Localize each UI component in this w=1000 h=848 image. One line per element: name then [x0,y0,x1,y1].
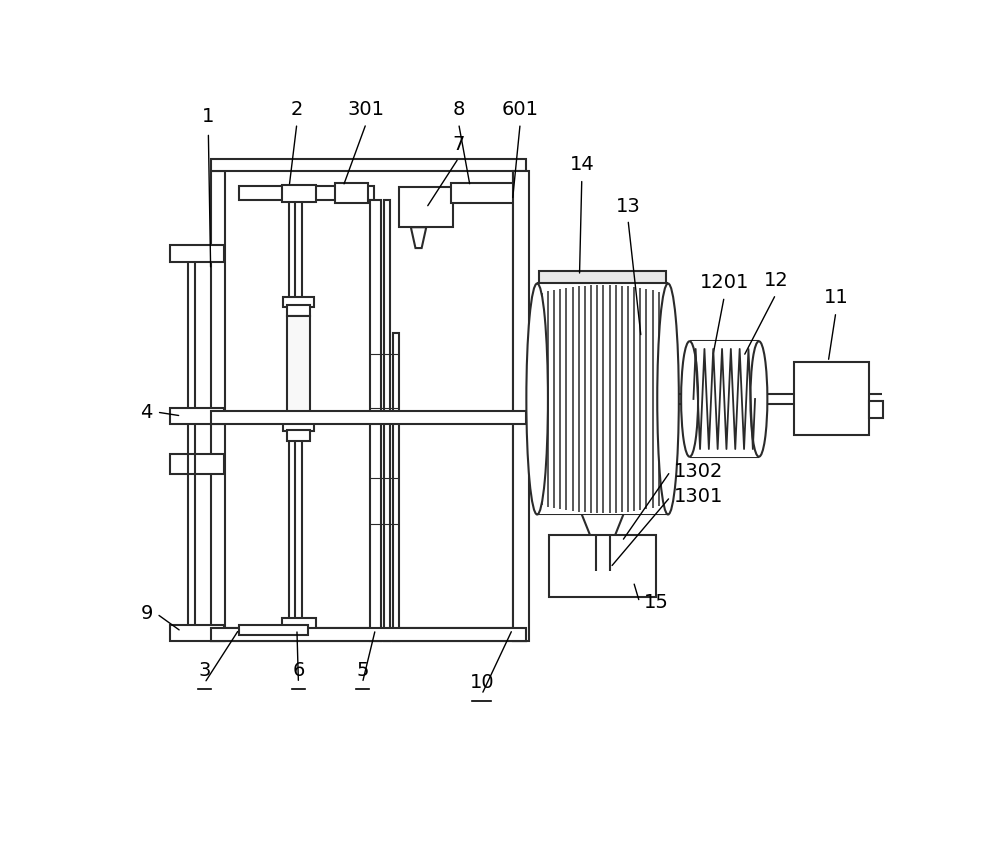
Bar [211,159,526,171]
Bar [170,454,224,474]
Text: 15: 15 [643,593,668,611]
Bar [370,200,381,641]
Bar [393,332,399,641]
Text: 5: 5 [356,661,369,680]
Text: 7: 7 [452,135,465,154]
Bar [549,535,656,597]
Bar [512,171,526,641]
Text: 11: 11 [824,288,848,307]
Bar [451,183,514,204]
Text: 2: 2 [291,100,303,119]
Bar [399,187,453,227]
Bar [283,422,314,432]
Text: 601: 601 [502,100,539,119]
Bar [170,245,224,262]
Ellipse shape [657,283,679,515]
Bar [211,411,526,424]
Text: 1: 1 [202,108,215,126]
Bar [512,171,529,641]
Bar [537,283,668,515]
Bar [211,628,526,641]
Bar [690,341,759,457]
Text: 3: 3 [198,661,211,680]
Bar [592,565,613,571]
Bar [211,628,526,641]
Text: 8: 8 [452,100,465,119]
Text: 12: 12 [763,271,788,290]
Text: 13: 13 [616,197,640,215]
Text: 10: 10 [469,672,494,692]
Text: 301: 301 [348,100,385,119]
Text: 14: 14 [569,155,594,174]
Bar [239,187,374,200]
Text: 4: 4 [141,403,153,421]
Text: 9: 9 [141,605,153,623]
Polygon shape [411,227,426,248]
Text: 1301: 1301 [674,488,724,506]
Ellipse shape [681,341,698,457]
Bar [794,362,869,435]
Bar [170,625,224,641]
Bar [384,200,390,641]
Ellipse shape [526,283,548,515]
Bar [539,271,666,283]
Bar [287,430,310,441]
Bar [287,305,310,315]
Bar [283,298,314,307]
Text: 1302: 1302 [674,462,724,481]
Bar [287,315,310,424]
Bar [282,617,316,632]
Bar [335,183,368,204]
Bar [211,171,225,641]
Bar [170,408,224,424]
Ellipse shape [750,341,767,457]
Bar [282,185,316,202]
Bar [869,401,883,418]
Bar [239,625,308,635]
Text: 1201: 1201 [700,273,749,292]
Text: 6: 6 [292,661,305,680]
